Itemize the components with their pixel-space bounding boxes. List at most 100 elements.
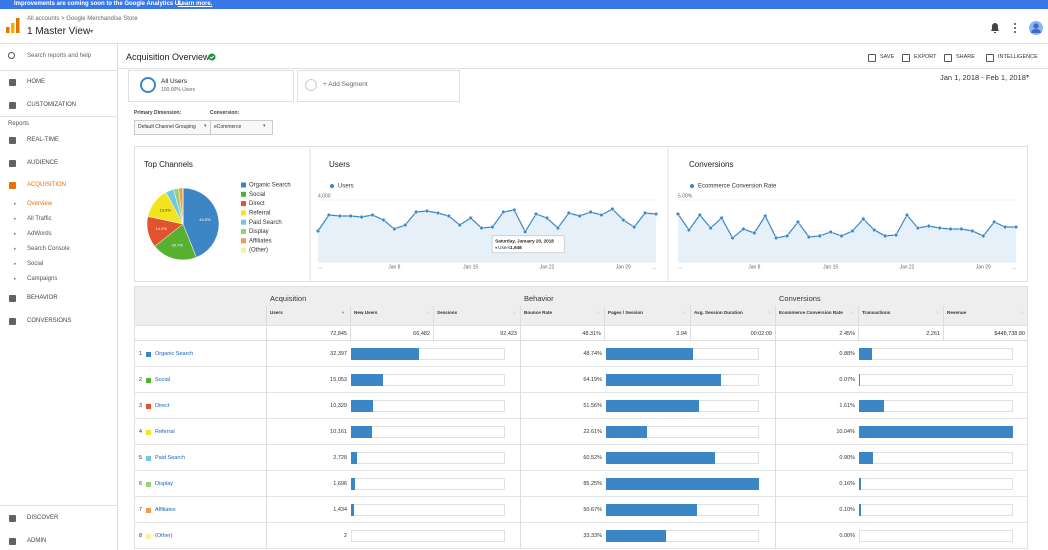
- point: [523, 229, 528, 234]
- row-link[interactable]: Direct: [155, 403, 170, 409]
- select-arrow: ▾: [204, 123, 207, 129]
- column-header[interactable]: Sessions: [437, 310, 458, 315]
- column-divider: [520, 471, 521, 497]
- totals-row: [134, 326, 1028, 341]
- point: [817, 233, 822, 238]
- bar: [606, 504, 697, 516]
- toolbar-action[interactable]: SAVE: [880, 54, 895, 60]
- row-link[interactable]: (Other): [155, 533, 173, 539]
- column-divider: [350, 326, 351, 341]
- banner-link[interactable]: Learn more.: [178, 1, 213, 7]
- nav-item[interactable]: HOME: [27, 79, 45, 85]
- bar: [606, 426, 647, 438]
- point: [348, 213, 353, 218]
- value-label: 10,329: [330, 403, 347, 409]
- menu-dot[interactable]: [1014, 23, 1016, 25]
- toolbar-action[interactable]: INTELLIGENCE: [998, 54, 1038, 60]
- point: [741, 227, 746, 232]
- value-label: 15,053: [330, 377, 347, 383]
- area: [678, 214, 1016, 262]
- point: [566, 211, 571, 216]
- row-link[interactable]: Social: [155, 377, 170, 383]
- point: [785, 233, 790, 238]
- sort-arrow: ⋮: [935, 310, 940, 315]
- column-header[interactable]: Users: [270, 310, 283, 315]
- column-header[interactable]: Avg. Session Duration: [694, 310, 743, 315]
- sort-arrow: ⋮: [425, 310, 430, 315]
- nav-icon: [9, 102, 16, 109]
- dimension-select[interactable]: [210, 120, 273, 135]
- add-segment[interactable]: + Add Segment: [323, 81, 368, 88]
- row-link[interactable]: Organic Search: [155, 351, 194, 357]
- nav-subitem[interactable]: AdWords: [27, 231, 52, 237]
- row-link[interactable]: Referral: [155, 429, 175, 435]
- point: [959, 227, 964, 232]
- value-label: 85.25%: [583, 481, 602, 487]
- nav-item[interactable]: CUSTOMIZATION: [27, 102, 77, 108]
- column-divider: [520, 367, 521, 393]
- bar: [859, 478, 862, 490]
- point: [730, 235, 735, 240]
- point: [926, 224, 931, 229]
- action-icon: [868, 54, 876, 62]
- column-divider: [775, 341, 776, 367]
- nav-item[interactable]: DISCOVER: [27, 515, 59, 521]
- table-row: [134, 393, 1028, 419]
- column-header[interactable]: Transactions: [862, 310, 891, 315]
- point: [632, 225, 637, 230]
- column-divider: [266, 471, 267, 497]
- toolbar-action[interactable]: EXPORT: [914, 54, 937, 60]
- menu-dot[interactable]: [1014, 31, 1016, 33]
- column-header[interactable]: Revenue: [947, 310, 967, 315]
- nav-item[interactable]: ADMIN: [27, 538, 47, 544]
- menu-dot[interactable]: [1014, 27, 1016, 29]
- nav-icon: [9, 515, 16, 522]
- point: [512, 207, 517, 212]
- bar: [859, 348, 873, 360]
- bar: [606, 452, 715, 464]
- column-header[interactable]: Ecommerce Conversion Rate: [779, 310, 843, 315]
- value-label: 22.61%: [583, 429, 602, 435]
- point: [1003, 225, 1008, 230]
- add-segment-card[interactable]: [297, 70, 460, 102]
- x-tick-label: Jan 29: [976, 264, 991, 270]
- column-header[interactable]: Bounce Rate: [524, 310, 553, 315]
- column-header[interactable]: Pages / Session: [608, 310, 643, 315]
- nav-item[interactable]: CONVERSIONS: [27, 317, 72, 324]
- breadcrumb[interactable]: All accounts > Google Merchandise Store: [27, 16, 138, 22]
- point: [392, 227, 397, 232]
- nav-subitem[interactable]: Search Console: [27, 246, 70, 252]
- nav-item[interactable]: REAL-TIME: [27, 137, 60, 143]
- nav-subitem[interactable]: Campaigns: [27, 276, 58, 282]
- nav-subitem[interactable]: All Traffic: [27, 216, 52, 222]
- group-header: Acquisition: [270, 294, 307, 303]
- nav-item[interactable]: AUDIENCE: [27, 159, 59, 166]
- column-header[interactable]: New Users: [354, 310, 378, 315]
- search-box[interactable]: Search reports and help: [27, 53, 92, 59]
- column-divider: [775, 523, 776, 549]
- nav-icon: [9, 317, 16, 325]
- row-link[interactable]: Affiliates: [155, 507, 176, 513]
- notifications-icon[interactable]: [991, 23, 999, 33]
- tooltip-date: Saturday, January 20, 2018: [495, 239, 554, 244]
- point: [839, 233, 844, 238]
- view-selector[interactable]: 1 Master View: [27, 26, 91, 37]
- date-range[interactable]: Jan 1, 2018 - Feb 1, 2018: [940, 73, 1026, 82]
- value-label: 0.16%: [839, 481, 855, 487]
- nav-subitem[interactable]: Social: [27, 261, 44, 267]
- nav-item[interactable]: BEHAVIOR: [27, 295, 58, 301]
- value-label: 0.00%: [839, 533, 855, 539]
- column-divider: [266, 523, 267, 549]
- nav-item[interactable]: ACQUISITION: [27, 182, 67, 188]
- x-tick-label: ...: [652, 264, 656, 270]
- row-link[interactable]: Display: [155, 481, 174, 487]
- row-link[interactable]: Paid Search: [155, 455, 185, 461]
- point: [828, 229, 833, 234]
- nav-bullet: ▸: [14, 276, 17, 282]
- toolbar-action[interactable]: SHARE: [956, 54, 975, 60]
- nav-section: Reports: [8, 121, 30, 127]
- total-value: 66,482: [413, 331, 430, 337]
- nav-subitem[interactable]: Overview: [27, 201, 53, 207]
- point: [414, 209, 419, 214]
- column-divider: [350, 306, 351, 326]
